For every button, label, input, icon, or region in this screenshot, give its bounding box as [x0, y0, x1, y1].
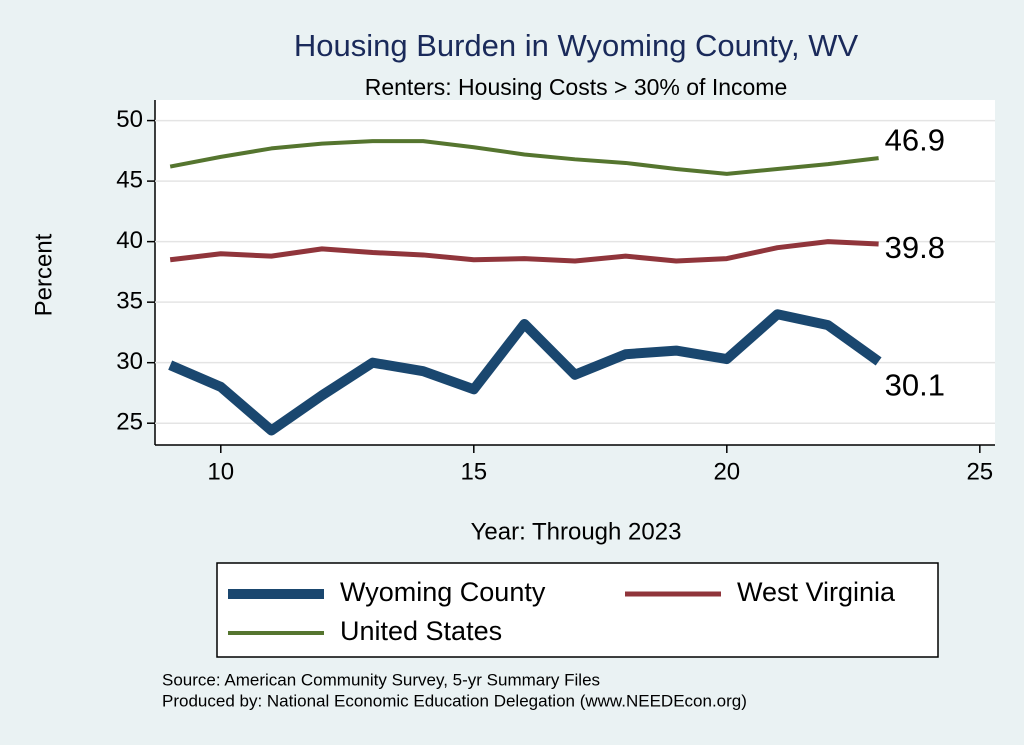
y-tick-label: 45: [116, 166, 143, 193]
chart-subtitle: Renters: Housing Costs > 30% of Income: [365, 74, 788, 100]
y-tick-label: 40: [116, 227, 143, 254]
source-note: Source: American Community Survey, 5-yr …: [162, 670, 600, 689]
produced-note: Produced by: National Economic Education…: [162, 691, 747, 710]
y-axis-label: Percent: [30, 233, 57, 316]
y-tick-label: 30: [116, 348, 143, 375]
legend-label: United States: [340, 616, 502, 646]
y-tick-label: 25: [116, 409, 143, 436]
x-axis-label: Year: Through 2023: [471, 518, 682, 545]
end-label: 39.8: [885, 230, 945, 265]
x-tick-label: 25: [966, 458, 993, 485]
legend: [216, 562, 939, 658]
y-tick-label: 35: [116, 288, 143, 315]
x-tick-label: 10: [207, 458, 234, 485]
chart-title: Housing Burden in Wyoming County, WV: [294, 28, 859, 63]
x-tick-label: 20: [713, 458, 740, 485]
x-tick-label: 15: [460, 458, 487, 485]
end-label: 46.9: [885, 122, 945, 157]
plot-area: [155, 100, 995, 445]
legend-label: West Virginia: [737, 577, 896, 607]
y-tick-label: 50: [116, 106, 143, 133]
end-label: 30.1: [885, 368, 945, 403]
legend-label: Wyoming County: [340, 577, 546, 607]
series-line: [169, 139, 879, 176]
series-line: [168, 309, 882, 436]
series-line: [169, 239, 879, 264]
